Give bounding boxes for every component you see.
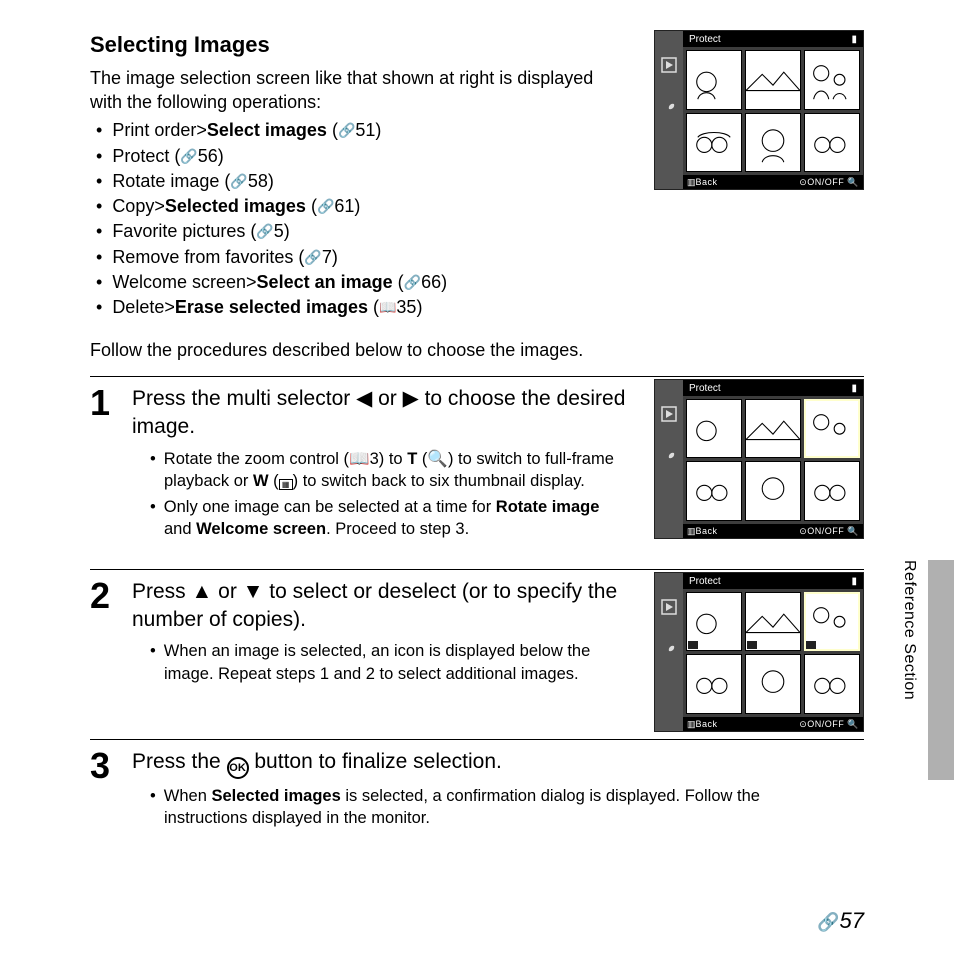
thumbnail: [745, 654, 801, 714]
divider: [90, 569, 864, 570]
thumbnail: [745, 113, 801, 173]
grid-icon: ▦: [279, 479, 293, 490]
step-title: Press the multi selector ◀ or ▶ to choos…: [132, 385, 632, 442]
thumbnail: [686, 654, 742, 714]
down-arrow-icon: ▼: [243, 580, 264, 603]
up-arrow-icon: ▲: [192, 580, 213, 603]
battery-icon: ▮: [851, 33, 857, 45]
lcd-sidebar: [655, 31, 683, 189]
follow-text: Follow the procedures described below to…: [90, 338, 864, 362]
section-tab: [928, 560, 954, 780]
thumbnail: [686, 113, 742, 173]
list-item: Welcome screen>Select an image (🔗66): [96, 270, 864, 294]
book-icon: 📖: [349, 450, 370, 468]
thumbnail: [686, 592, 742, 652]
battery-icon: ▮: [851, 575, 857, 587]
select-badge-icon: [688, 641, 698, 649]
thumbnail-selected: [804, 399, 860, 459]
step-2: 2 Press ▲ or ▼ to select or deselect (or…: [90, 578, 864, 699]
page-number: 🔗57: [817, 906, 864, 936]
list-item: Delete>Erase selected images (📖35): [96, 295, 864, 319]
link-icon: 🔗: [230, 173, 247, 189]
thumbnail: [745, 461, 801, 521]
step-number: 2: [90, 578, 132, 689]
thumbnail: [686, 50, 742, 110]
thumbnail: [804, 654, 860, 714]
divider: [90, 376, 864, 377]
thumbnail: [745, 50, 801, 110]
step-title: Press the OK button to finalize selectio…: [132, 748, 832, 779]
play-icon: [661, 57, 677, 73]
list-item: When Selected images is selected, a conf…: [150, 785, 830, 830]
list-item: When an image is selected, an icon is di…: [150, 640, 620, 685]
select-badge-icon: [806, 641, 816, 649]
lcd-screenshot-step1: Protect▮ ▥Back⊙ON/OFF 🔍: [654, 379, 864, 539]
link-icon: 🔗: [338, 122, 355, 138]
thumbnail: [804, 113, 860, 173]
thumbnail: [686, 461, 742, 521]
ok-button-icon: OK: [227, 757, 249, 779]
step-1: 1 Press the multi selector ◀ or ▶ to cho…: [90, 385, 864, 555]
play-icon: [661, 406, 677, 422]
link-icon: 🔗: [256, 223, 273, 239]
thumbnail: [804, 461, 860, 521]
link-icon: 🔗: [317, 198, 334, 214]
step-sublist: When Selected images is selected, a conf…: [150, 785, 830, 830]
thumbnail-selected: [804, 592, 860, 652]
step-number: 3: [90, 748, 132, 834]
magnifier-icon: 🔍: [427, 450, 448, 468]
thumbnail: [804, 50, 860, 110]
list-item: Rotate the zoom control (📖3) to T (🔍) to…: [150, 448, 620, 493]
right-arrow-icon: ▶: [403, 387, 419, 410]
step-title: Press ▲ or ▼ to select or deselect (or t…: [132, 578, 632, 635]
select-badge-icon: [747, 641, 757, 649]
section-side-label: Reference Section: [898, 560, 920, 700]
intro-text: The image selection screen like that sho…: [90, 66, 630, 115]
wrench-icon: [661, 101, 677, 117]
thumbnail-grid: [683, 47, 863, 175]
list-item: Remove from favorites (🔗7): [96, 245, 864, 269]
wrench-icon: [661, 450, 677, 466]
link-icon: 🔗: [304, 249, 321, 265]
step-number: 1: [90, 385, 132, 545]
link-icon: 🔗: [180, 148, 197, 164]
list-item: Copy>Selected images (🔗61): [96, 194, 864, 218]
divider: [90, 739, 864, 740]
thumbnail: [686, 399, 742, 459]
link-icon: 🔗: [817, 912, 839, 932]
lcd-title: Protect: [689, 33, 721, 45]
intro-block: Selecting Images The image selection scr…: [90, 30, 864, 320]
play-icon: [661, 599, 677, 615]
thumbnail: [745, 399, 801, 459]
lcd-screenshot-intro: Protect ▮ ▥Back ⊙ON/OFF 🔍: [654, 30, 864, 190]
step-3: 3 Press the OK button to finalize select…: [90, 748, 864, 844]
link-icon: 🔗: [404, 274, 421, 290]
battery-icon: ▮: [851, 382, 857, 394]
lcd-back: ▥Back: [687, 176, 718, 188]
wrench-icon: [661, 643, 677, 659]
lcd-onoff: ⊙ON/OFF 🔍: [799, 176, 859, 188]
list-item: Only one image can be selected at a time…: [150, 496, 620, 541]
left-arrow-icon: ◀: [356, 387, 372, 410]
step-sublist: When an image is selected, an icon is di…: [150, 640, 620, 685]
book-icon: 📖: [379, 299, 396, 315]
list-item: Favorite pictures (🔗5): [96, 219, 864, 243]
step-sublist: Rotate the zoom control (📖3) to T (🔍) to…: [150, 448, 620, 541]
thumbnail: [745, 592, 801, 652]
lcd-screenshot-step2: Protect▮ ▥Back⊙ON/OFF 🔍: [654, 572, 864, 732]
